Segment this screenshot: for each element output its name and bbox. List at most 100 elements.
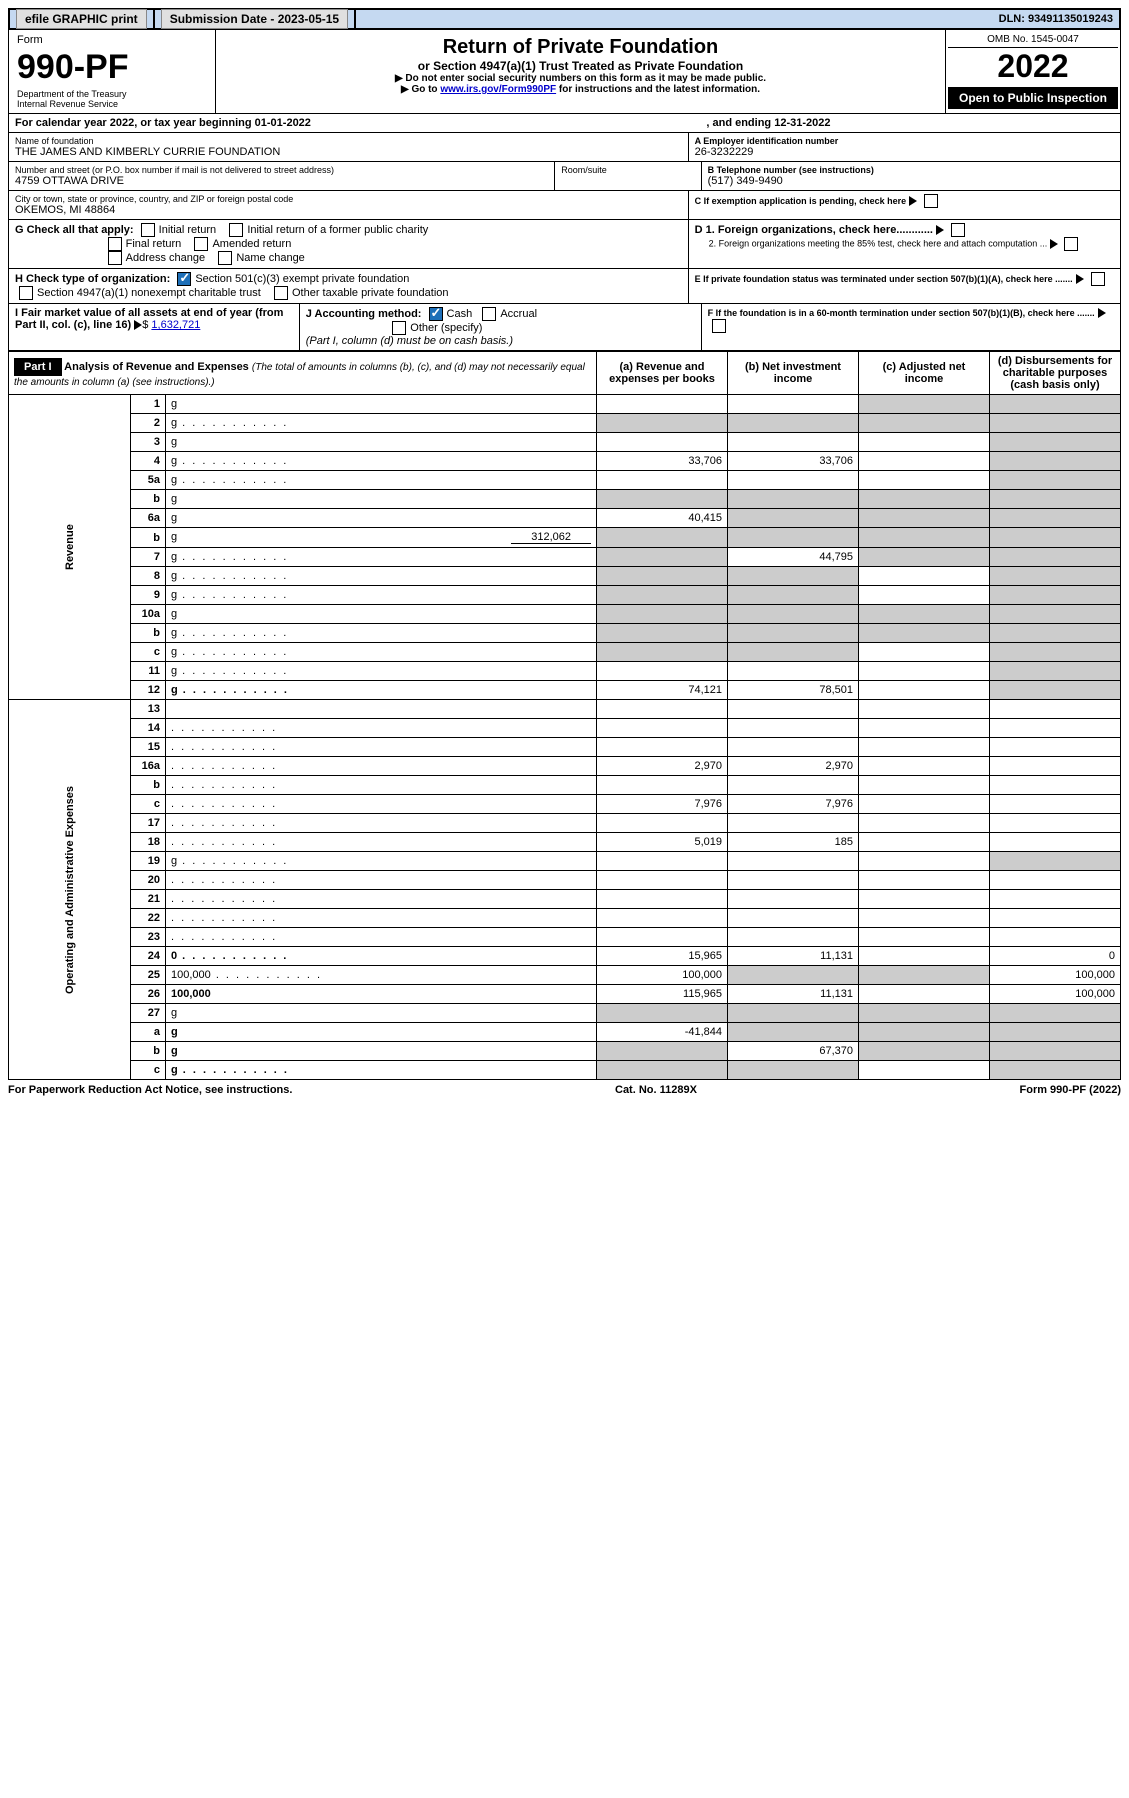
cell-c [859, 757, 990, 776]
cell-b: 44,795 [728, 548, 859, 567]
line-description [166, 776, 597, 795]
cell-d [990, 833, 1121, 852]
cell-c [859, 928, 990, 947]
line-number: 10a [131, 605, 166, 624]
submission-date: Submission Date - 2023-05-15 [161, 9, 348, 29]
cell-d [990, 928, 1121, 947]
table-row: 27g [9, 1004, 1121, 1023]
line-description: g [166, 490, 597, 509]
cell-b [728, 871, 859, 890]
cell-d [990, 871, 1121, 890]
cell-d [990, 757, 1121, 776]
g-label: G Check all that apply: [15, 224, 134, 236]
h-e-row: H Check type of organization: Section 50… [8, 269, 1121, 304]
table-row: bg [9, 490, 1121, 509]
form-title: Return of Private Foundation [222, 36, 939, 59]
form-word: Form [17, 34, 207, 46]
cell-d [990, 909, 1121, 928]
cell-d [990, 662, 1121, 681]
cell-b [728, 700, 859, 719]
cell-c [859, 605, 990, 624]
footer-mid: Cat. No. 11289X [615, 1084, 697, 1096]
cell-d [990, 1023, 1121, 1042]
j-note: (Part I, column (d) must be on cash basi… [306, 335, 513, 347]
foundation-name: THE JAMES AND KIMBERLY CURRIE FOUNDATION [15, 146, 682, 158]
j-accrual-checkbox[interactable] [482, 307, 496, 321]
cell-b: 33,706 [728, 452, 859, 471]
cell-a [597, 700, 728, 719]
arrow-icon [1076, 274, 1084, 284]
g-name-checkbox[interactable] [218, 251, 232, 265]
irs-link[interactable]: www.irs.gov/Form990PF [440, 84, 556, 95]
line-number: 4 [131, 452, 166, 471]
cell-a: -41,844 [597, 1023, 728, 1042]
c-checkbox[interactable] [924, 194, 938, 208]
line-number: 18 [131, 833, 166, 852]
cell-c [859, 681, 990, 700]
f-checkbox[interactable] [712, 319, 726, 333]
cell-c [859, 700, 990, 719]
line-number: 15 [131, 738, 166, 757]
form-number: 990-PF [17, 48, 207, 87]
efile-print-btn[interactable]: efile GRAPHIC print [16, 9, 147, 29]
cell-c [859, 1061, 990, 1080]
table-row: 12g74,12178,501 [9, 681, 1121, 700]
line-description: g [166, 1061, 597, 1080]
h-501c3-checkbox[interactable] [177, 272, 191, 286]
table-row: cg [9, 643, 1121, 662]
table-row: cg [9, 1061, 1121, 1080]
g-address-checkbox[interactable] [108, 251, 122, 265]
d1-checkbox[interactable] [951, 223, 965, 237]
fmv-link[interactable]: 1,632,721 [151, 319, 200, 331]
cell-d [990, 1061, 1121, 1080]
cell-b [728, 909, 859, 928]
cell-c [859, 490, 990, 509]
line-number: 5a [131, 471, 166, 490]
cell-b [728, 928, 859, 947]
cell-d [990, 1042, 1121, 1061]
revenue-section-label: Revenue [9, 395, 131, 700]
cell-d: 0 [990, 947, 1121, 966]
cell-b [728, 624, 859, 643]
cell-b [728, 414, 859, 433]
line-number: b [131, 624, 166, 643]
cell-c [859, 1023, 990, 1042]
line-number: 23 [131, 928, 166, 947]
cell-a: 100,000 [597, 966, 728, 985]
j-cash-checkbox[interactable] [429, 307, 443, 321]
line-description: g [166, 643, 597, 662]
i-j-f-row: I Fair market value of all assets at end… [8, 304, 1121, 351]
cell-c [859, 395, 990, 414]
cell-d [990, 414, 1121, 433]
d2-checkbox[interactable] [1064, 237, 1078, 251]
line-description: g [166, 662, 597, 681]
h-4947-checkbox[interactable] [19, 286, 33, 300]
line-number: 16a [131, 757, 166, 776]
omb-number: OMB No. 1545-0047 [948, 32, 1118, 48]
g-initial-checkbox[interactable] [141, 223, 155, 237]
cell-b [728, 490, 859, 509]
e-checkbox[interactable] [1091, 272, 1105, 286]
table-row: 185,019185 [9, 833, 1121, 852]
line-description [166, 890, 597, 909]
cell-b [728, 605, 859, 624]
cell-d [990, 643, 1121, 662]
cell-b [728, 471, 859, 490]
j-other-checkbox[interactable] [392, 321, 406, 335]
line-number: c [131, 643, 166, 662]
cell-d [990, 452, 1121, 471]
cell-a: 15,965 [597, 947, 728, 966]
cell-d [990, 700, 1121, 719]
cell-c [859, 1042, 990, 1061]
g-final-checkbox[interactable] [108, 237, 122, 251]
g-amended-checkbox[interactable] [194, 237, 208, 251]
g-initial-former-checkbox[interactable] [229, 223, 243, 237]
h-other-checkbox[interactable] [274, 286, 288, 300]
table-row: bg 312,062 [9, 528, 1121, 548]
cell-a: 2,970 [597, 757, 728, 776]
cell-d [990, 548, 1121, 567]
d2-label: 2. Foreign organizations meeting the 85%… [709, 238, 1048, 248]
line-number: 12 [131, 681, 166, 700]
cell-d [990, 395, 1121, 414]
line-description: g [166, 509, 597, 528]
